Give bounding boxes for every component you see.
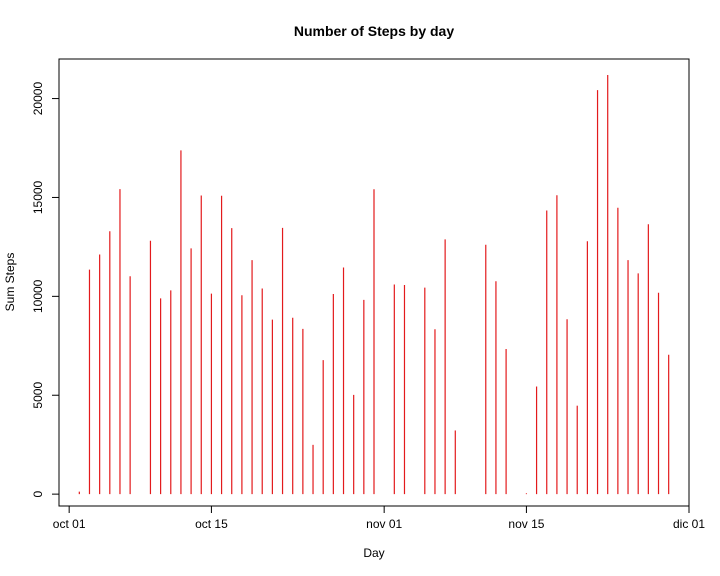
x-tick-label: nov 15 — [508, 517, 544, 531]
y-axis: 0 5000 10000 15000 20000 — [31, 82, 59, 498]
x-tick-label: oct 01 — [53, 517, 86, 531]
x-tick-label: dic 01 — [673, 517, 705, 531]
bar-group — [79, 75, 668, 494]
y-axis-label: Sum Steps — [3, 253, 17, 312]
y-tick-label: 15000 — [31, 180, 45, 214]
x-tick-label: nov 01 — [366, 517, 402, 531]
x-tick-label: oct 15 — [195, 517, 228, 531]
chart-title: Number of Steps by day — [294, 23, 454, 39]
y-tick-label: 5000 — [31, 382, 45, 409]
x-axis: oct 01 oct 15 nov 01 nov 15 dic 01 — [53, 506, 706, 531]
x-axis-label: Day — [363, 546, 384, 560]
y-tick-label: 0 — [31, 490, 45, 497]
y-tick-label: 20000 — [31, 82, 45, 116]
y-tick-label: 10000 — [31, 279, 45, 313]
